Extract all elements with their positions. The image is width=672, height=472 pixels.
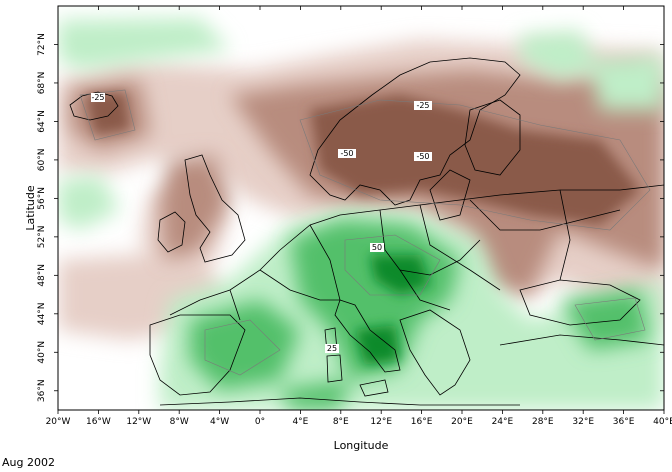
y-tick-label: 36°N [37, 379, 47, 402]
negative-strong-field [85, 92, 640, 225]
contour-lines [79, 89, 651, 376]
positive-strong-field [355, 255, 430, 365]
x-tick-label: 32°E [572, 417, 594, 427]
y-tick-label: 48°N [37, 264, 47, 287]
x-tick-label: 20°W [46, 417, 71, 427]
contour-label-text: -50 [416, 152, 429, 161]
x-axis-ticks: 20°W 16°W 12°W 8°W 4°W 0° 4°E 8°E 12°E 16°E 20°E 24… [46, 6, 672, 427]
x-tick-label: 8°W [170, 417, 189, 427]
contour-label: -25 [91, 93, 105, 102]
x-tick-label: 4°E [292, 417, 308, 427]
y-tick-label: 44°N [37, 302, 47, 325]
y-axis-title: Latitude [24, 185, 37, 231]
y-tick-label: 40°N [37, 341, 47, 364]
x-tick-label: 8°E [333, 417, 349, 427]
contour-label: -25 [414, 101, 432, 110]
x-tick-label: 4°W [210, 417, 229, 427]
y-tick-label: 72°N [37, 33, 47, 56]
x-tick-label: 24°E [492, 417, 514, 427]
x-tick-label: 40°E [653, 417, 672, 427]
x-tick-label: 28°E [532, 417, 554, 427]
y-tick-label: 52°N [37, 226, 47, 249]
contour-label-text: -25 [91, 93, 104, 102]
contour-label: 50 [370, 243, 384, 252]
y-tick-label: 64°N [37, 110, 47, 133]
x-tick-label: 16°E [411, 417, 433, 427]
x-tick-label: 12°E [370, 417, 392, 427]
y-tick-label: 60°N [37, 149, 47, 172]
coastlines [69, 57, 664, 410]
y-axis-ticks: 36°N 40°N 44°N 48°N 52°N 56°N 60°N 64°N 68°N 72°N [37, 33, 664, 402]
x-tick-label: 12°W [126, 417, 151, 427]
contour-label-text: -25 [416, 101, 429, 110]
y-tick-label: 68°N [37, 72, 47, 95]
contour-label: -50 [414, 152, 432, 161]
x-tick-label: 20°E [451, 417, 473, 427]
contour-label-text: 25 [327, 344, 337, 353]
plot-frame [57, 5, 665, 411]
contour-label: 25 [325, 344, 339, 353]
contour-label: -50 [338, 149, 356, 158]
y-tick-label: 56°N [37, 187, 47, 210]
x-axis-title: Longitude [334, 439, 389, 452]
contour-label-text: 50 [372, 243, 382, 252]
contour-labels: -25 -50 -50 -25 50 25 [91, 93, 432, 353]
x-tick-label: 36°E [613, 417, 635, 427]
date-label: Aug 2002 [2, 456, 55, 469]
contour-label-text: -50 [340, 149, 353, 158]
x-tick-label: 16°W [86, 417, 111, 427]
x-tick-label: 0° [255, 417, 265, 427]
